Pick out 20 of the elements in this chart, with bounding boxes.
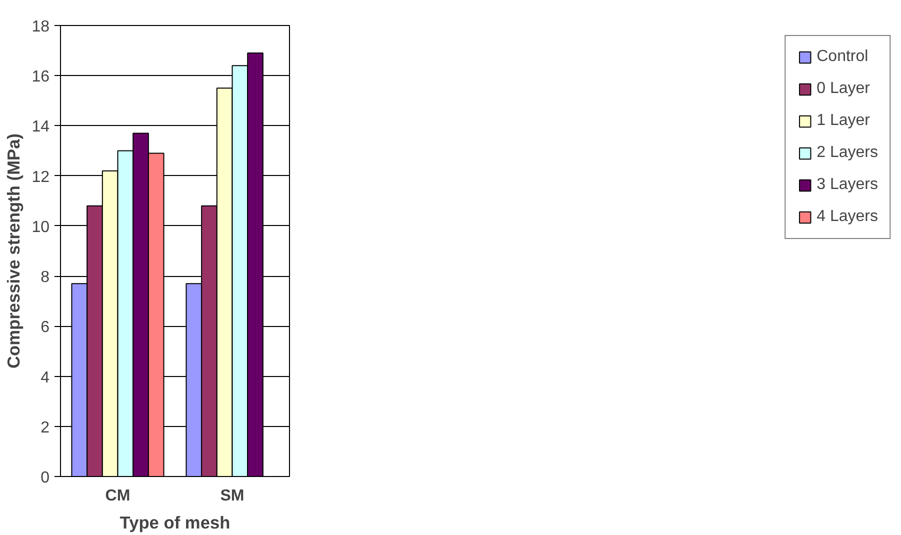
y-tick-label: 6 — [40, 319, 50, 336]
legend-label: Control — [816, 48, 868, 66]
y-tick-label: 2 — [40, 419, 50, 436]
y-tick-label: 0 — [40, 470, 50, 486]
y-tick-label: 18 — [32, 18, 50, 36]
legend-label: 1 Layer — [816, 112, 870, 130]
y-tick-label: 12 — [32, 168, 50, 186]
legend-label: 4 Layers — [816, 208, 878, 226]
x-axis-title: Type of mesh — [120, 512, 230, 532]
legend-label: 2 Layers — [816, 144, 878, 162]
y-axis-title: Compressive strength (MPa) — [4, 134, 24, 368]
legend-label: 0 Layer — [816, 80, 870, 98]
y-tick-label: 16 — [32, 68, 50, 86]
legend-label: 3 Layers — [816, 176, 878, 194]
x-tick-label: CM — [105, 488, 130, 504]
y-tick-label: 4 — [40, 369, 50, 386]
x-tick-label: SM — [220, 488, 244, 504]
y-tick-label: 10 — [32, 218, 50, 236]
y-tick-label: 8 — [40, 269, 50, 286]
y-tick-label: 14 — [32, 118, 50, 136]
